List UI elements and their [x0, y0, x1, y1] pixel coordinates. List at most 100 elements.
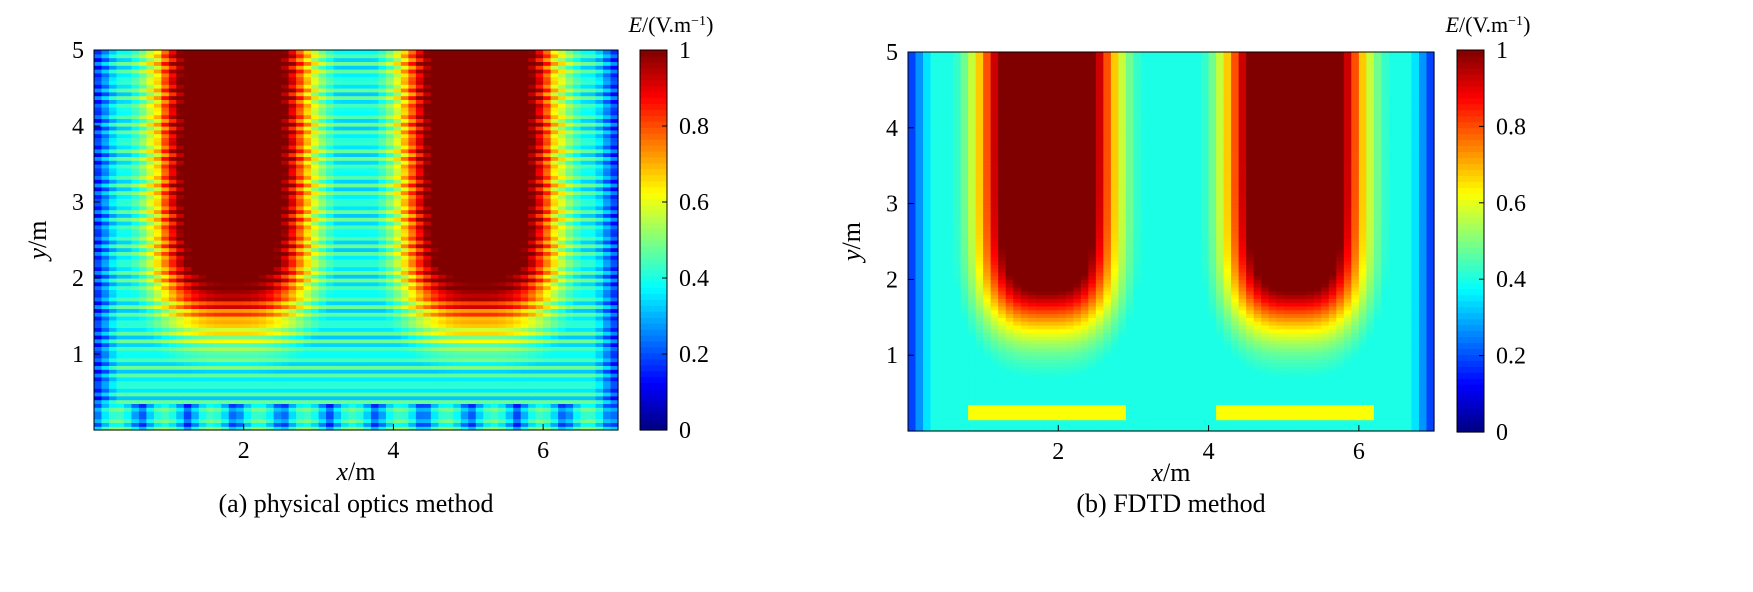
heatmap-cell — [161, 395, 170, 401]
heatmap-cell — [430, 183, 439, 188]
heatmap-cell — [438, 312, 447, 317]
heatmap-cell — [213, 57, 222, 62]
heatmap-cell — [348, 190, 357, 195]
heatmap-cell — [333, 228, 342, 233]
heatmap-cell — [168, 342, 177, 347]
heatmap-cell — [438, 57, 447, 62]
heatmap-cell — [423, 129, 432, 135]
heatmap-cell — [333, 145, 342, 150]
heatmap-cell — [258, 133, 267, 138]
heatmap-cell — [191, 118, 200, 123]
heatmap-cell — [116, 289, 125, 294]
heatmap-cell — [311, 217, 320, 222]
heatmap-cell — [326, 152, 335, 157]
heatmap-cell — [273, 80, 282, 85]
heatmap-cell — [273, 137, 282, 142]
heatmap-cell — [303, 285, 312, 290]
heatmap-cell — [326, 304, 335, 309]
heatmap-cell — [281, 259, 290, 264]
heatmap-cell — [116, 156, 125, 161]
heatmap-cell — [94, 50, 103, 55]
heatmap-cell — [311, 50, 320, 55]
heatmap-cell — [408, 335, 417, 340]
heatmap-cell — [311, 84, 320, 89]
heatmap-cell — [213, 186, 222, 192]
heatmap-cell — [363, 228, 372, 233]
heatmap-cell — [266, 278, 275, 283]
heatmap-cell — [363, 179, 372, 184]
heatmap-cell — [153, 357, 162, 363]
heatmap-cell — [423, 247, 432, 252]
heatmap-cell — [385, 270, 395, 275]
heatmap-cell — [288, 357, 297, 363]
heatmap-cell — [341, 274, 350, 279]
heatmap-cell — [251, 281, 260, 287]
heatmap-cell — [460, 304, 469, 309]
heatmap-cell — [206, 312, 215, 317]
heatmap-cell — [131, 65, 140, 70]
heatmap-cell — [423, 171, 432, 176]
heatmap-cell — [363, 365, 372, 370]
heatmap-cell — [415, 338, 424, 344]
heatmap-cell — [393, 213, 402, 218]
heatmap-cell — [385, 331, 395, 336]
heatmap-cell — [131, 95, 140, 100]
heatmap-cell — [131, 285, 140, 290]
heatmap-cell — [116, 278, 125, 283]
heatmap-cell — [445, 84, 454, 89]
heatmap-cell — [303, 270, 312, 275]
heatmap-cell — [281, 110, 290, 116]
heatmap-cell — [445, 418, 454, 423]
heatmap-cell — [423, 259, 432, 264]
heatmap-cell — [333, 289, 342, 294]
heatmap-cell — [116, 95, 125, 100]
heatmap-cell — [94, 183, 103, 188]
heatmap-cell — [161, 171, 170, 176]
heatmap-cell — [296, 354, 305, 359]
heatmap-cell — [326, 319, 335, 325]
heatmap-cell — [94, 110, 103, 116]
heatmap-cell — [445, 346, 454, 351]
heatmap-cell — [296, 107, 305, 112]
heatmap-cell — [273, 224, 282, 230]
heatmap-cell — [191, 297, 200, 302]
heatmap-cell — [333, 213, 342, 218]
heatmap-cell — [363, 395, 372, 401]
heatmap-cell — [176, 232, 185, 237]
heatmap-cell — [385, 156, 395, 161]
heatmap-cell — [138, 297, 147, 302]
heatmap-cell — [453, 388, 462, 393]
heatmap-cell — [153, 384, 162, 389]
heatmap-cell — [146, 205, 155, 211]
heatmap-cell — [385, 373, 395, 378]
heatmap-cell — [430, 270, 439, 275]
heatmap-cell — [438, 190, 447, 195]
heatmap-cell — [116, 266, 125, 271]
heatmap-cell — [191, 232, 200, 237]
heatmap-cell — [221, 171, 230, 176]
heatmap-cell — [206, 418, 215, 423]
heatmap-cell — [296, 422, 305, 427]
heatmap-cell — [251, 380, 260, 385]
heatmap-cell — [131, 289, 140, 294]
heatmap-cell — [348, 65, 357, 70]
heatmap-cell — [153, 331, 162, 336]
heatmap-cell — [288, 331, 297, 336]
heatmap-cell — [438, 126, 447, 131]
heatmap-cell — [191, 422, 200, 427]
heatmap-cell — [153, 213, 162, 218]
heatmap-cell — [385, 171, 395, 176]
heatmap-cell — [131, 217, 140, 222]
heatmap-cell — [430, 354, 439, 359]
heatmap-cell — [221, 251, 230, 256]
heatmap-cell — [176, 186, 185, 192]
heatmap-cell — [318, 179, 327, 184]
heatmap-cell — [116, 251, 125, 256]
heatmap-cell — [108, 205, 118, 211]
heatmap-cell — [356, 270, 365, 275]
heatmap-cell — [326, 259, 335, 264]
heatmap-cell — [288, 156, 297, 161]
heatmap-cell — [303, 247, 312, 252]
heatmap-cell — [176, 72, 185, 78]
heatmap-cell — [153, 422, 162, 427]
